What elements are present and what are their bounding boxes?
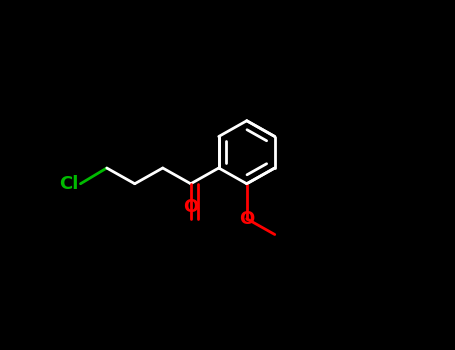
Text: Cl: Cl [59, 175, 79, 193]
Text: O: O [183, 198, 198, 216]
Text: O: O [239, 210, 254, 228]
